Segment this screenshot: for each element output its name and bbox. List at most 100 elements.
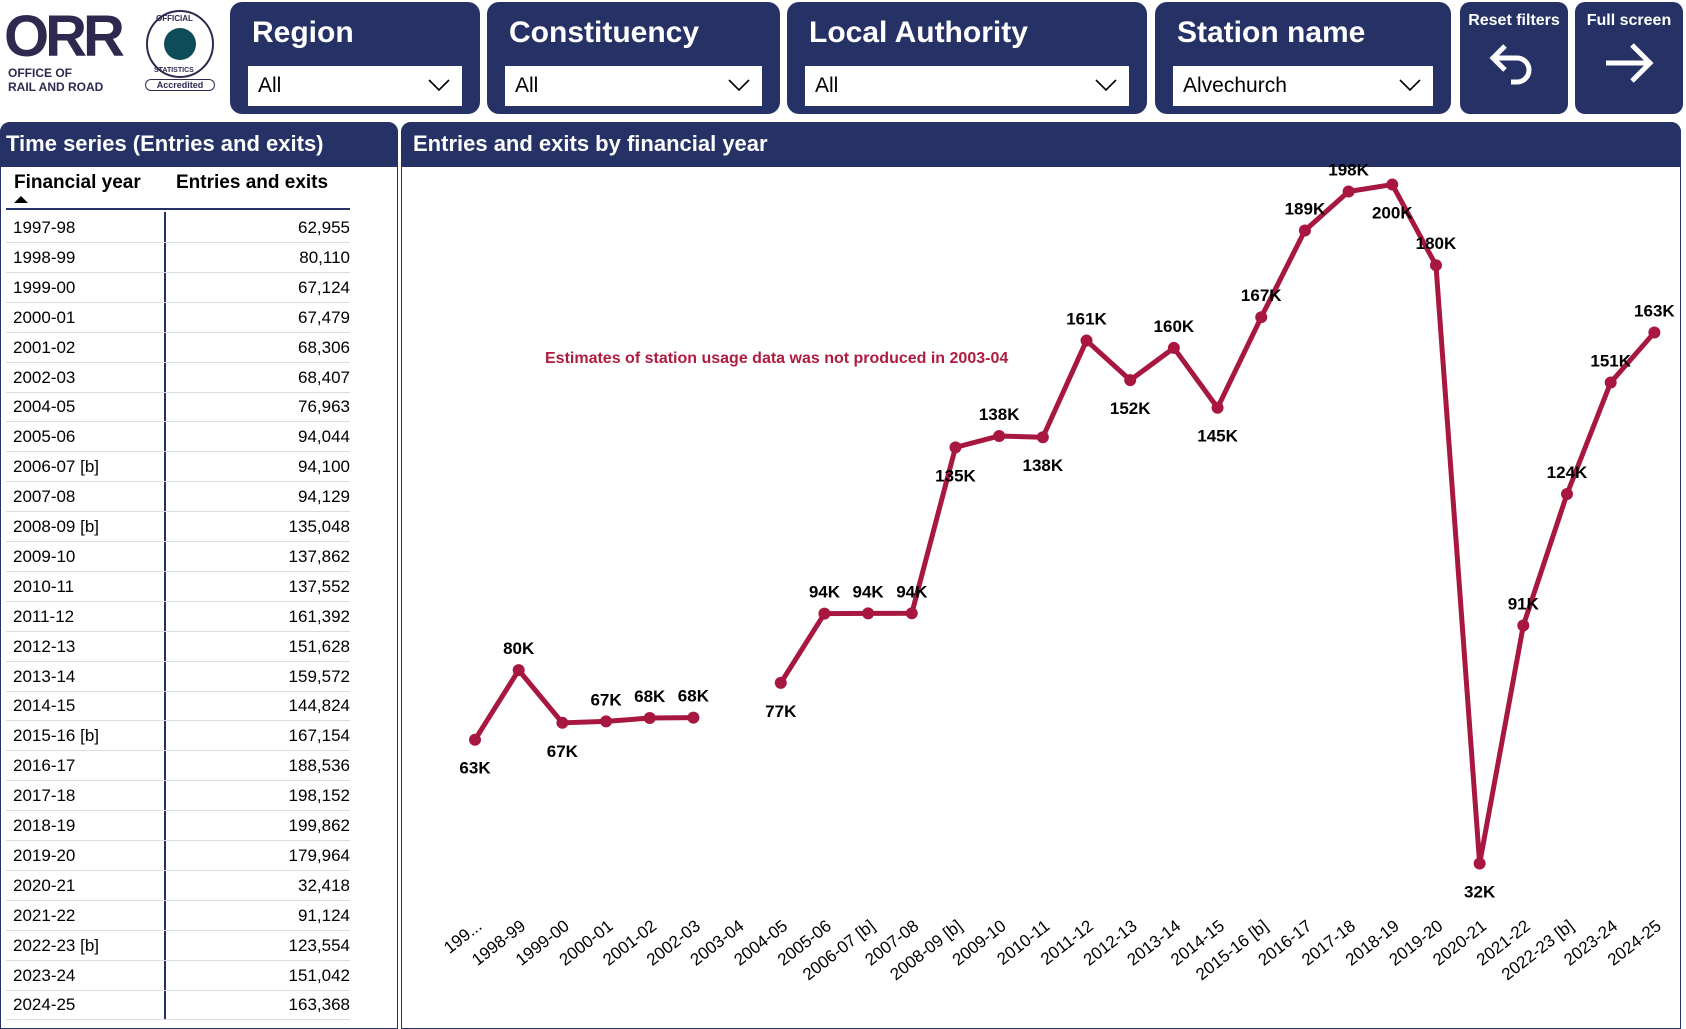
data-label: 135K <box>935 466 976 485</box>
data-point[interactable] <box>774 676 787 689</box>
constituency-slicer: Constituency All <box>487 2 780 114</box>
entries-exits-cell: 199,862 <box>288 816 350 835</box>
data-point[interactable] <box>993 429 1006 442</box>
data-point[interactable] <box>687 711 700 724</box>
data-label: 152K <box>1110 399 1151 418</box>
station-name-dropdown[interactable]: Alvechurch <box>1173 66 1433 106</box>
financial-year-cell: 2010-11 <box>13 576 75 596</box>
data-point[interactable] <box>818 607 831 620</box>
entries-exits-cell: 32,418 <box>298 875 350 895</box>
table-row[interactable]: 2019-20 179,964 <box>6 841 350 871</box>
header-entries-exits[interactable]: Entries and exits <box>176 172 329 193</box>
financial-year-cell: 2019-20 <box>13 845 76 865</box>
table-row[interactable]: 2008-09 [b] 135,048 <box>6 512 350 542</box>
table-row[interactable]: 2000-01 67,479 <box>6 303 350 333</box>
data-point[interactable] <box>1255 311 1268 324</box>
data-point[interactable] <box>469 733 481 746</box>
table-row[interactable]: 2012-13 151,628 <box>6 632 350 662</box>
data-point[interactable] <box>1561 487 1573 500</box>
data-point[interactable] <box>1604 376 1617 389</box>
table-row[interactable]: 2022-23 [b] 123,554 <box>6 931 350 961</box>
orr-org-line2: RAIL AND ROAD <box>8 80 104 94</box>
table-row[interactable]: 2020-21 32,418 <box>6 871 350 901</box>
financial-year-cell: 2018-19 <box>13 816 76 835</box>
financial-year-cell: 2020-21 <box>13 875 76 895</box>
data-point[interactable] <box>1648 326 1661 339</box>
data-point[interactable] <box>949 441 962 454</box>
table-row[interactable]: 2023-24 151,042 <box>6 961 350 991</box>
region-slicer: Region All <box>230 2 480 114</box>
data-point[interactable] <box>556 716 569 729</box>
data-point[interactable] <box>862 607 875 620</box>
series-line <box>778 182 1657 867</box>
reset-filters-button[interactable]: Reset filters <box>1460 2 1568 114</box>
table-row[interactable]: 2017-18 198,152 <box>6 781 350 812</box>
data-point[interactable] <box>512 664 525 677</box>
table-row[interactable]: 1998-99 80,110 <box>6 243 350 273</box>
financial-year-cell: 1999-00 <box>13 277 76 297</box>
header-financial-year[interactable]: Financial year <box>14 172 141 193</box>
data-label: 138K <box>979 405 1020 424</box>
data-label: 94K <box>896 582 928 601</box>
data-point[interactable] <box>1429 259 1442 272</box>
data-point[interactable] <box>600 715 613 728</box>
table-row[interactable]: 1997-98 62,955 <box>6 213 350 243</box>
data-point[interactable] <box>1386 178 1399 191</box>
entries-exits-cell: 144,824 <box>288 696 350 716</box>
table-row[interactable]: 1999-00 67,124 <box>6 273 350 303</box>
table-row[interactable]: 2007-08 94,129 <box>6 482 350 513</box>
financial-year-cell: 2017-18 <box>13 786 76 806</box>
table-row[interactable]: 2002-03 68,407 <box>6 363 350 393</box>
table-row[interactable]: 2015-16 [b] 167,154 <box>6 721 350 752</box>
table-row[interactable]: 2024-25 163,368 <box>6 990 350 1021</box>
data-point[interactable] <box>1473 857 1486 870</box>
data-point[interactable] <box>1036 431 1049 444</box>
table-row[interactable]: 2006-07 [b] 94,100 <box>6 452 350 483</box>
orr-logo-wordmark: ORR <box>4 4 125 69</box>
data-point[interactable] <box>1517 619 1530 632</box>
data-point[interactable] <box>905 607 918 620</box>
arrow-right-icon <box>1606 43 1654 83</box>
financial-year-cell: 2024-25 <box>13 995 76 1015</box>
local-authority-dropdown[interactable]: All <box>805 66 1129 106</box>
table-row[interactable]: 2014-15 144,824 <box>6 691 350 722</box>
financial-year-cell: 2005-06 <box>13 427 76 447</box>
data-label: 160K <box>1154 317 1195 336</box>
financial-year-cell: 2001-02 <box>13 337 76 357</box>
entries-exits-cell: 68,407 <box>298 367 350 387</box>
data-point[interactable] <box>1080 334 1093 347</box>
region-dropdown[interactable]: All <box>248 66 462 106</box>
chevron-down-icon <box>1095 79 1117 92</box>
data-point[interactable] <box>643 712 656 725</box>
financial-year-cell: 2008-09 [b] <box>13 517 100 536</box>
data-point[interactable] <box>1167 341 1180 354</box>
financial-year-cell: 2000-01 <box>13 307 76 327</box>
data-label: 151K <box>1590 352 1631 371</box>
entries-exits-cell: 159,572 <box>288 666 350 686</box>
table-row[interactable]: 2010-11 137,552 <box>6 572 350 602</box>
table-row[interactable]: 2009-10 137,862 <box>6 542 350 572</box>
entries-exits-cell: 91,124 <box>298 905 350 925</box>
table-row[interactable]: 2001-02 68,306 <box>6 333 350 363</box>
full-screen-button[interactable]: Full screen <box>1575 2 1683 114</box>
data-point[interactable] <box>1211 401 1224 414</box>
data-point[interactable] <box>1298 224 1311 237</box>
data-point[interactable] <box>1124 374 1137 387</box>
entries-exits-cell: 151,628 <box>288 636 350 656</box>
chart-annotation: Estimates of station usage data was not … <box>545 350 1009 367</box>
badge-accredited: Accredited <box>145 79 215 91</box>
table-row[interactable]: 2013-14 159,572 <box>6 662 350 692</box>
entries-exits-cell: 137,552 <box>288 576 350 596</box>
table-row[interactable]: 2005-06 94,044 <box>6 422 350 453</box>
table-row[interactable]: 2021-22 91,124 <box>6 901 350 931</box>
data-label: 94K <box>853 582 885 601</box>
table-row[interactable]: 2011-12 161,392 <box>6 602 350 632</box>
data-point[interactable] <box>1342 185 1355 198</box>
data-label: 94K <box>809 583 841 602</box>
table-row[interactable]: 2018-19 199,862 <box>6 811 350 841</box>
constituency-dropdown[interactable]: All <box>505 66 762 106</box>
official-statistics-badge: OFFICIAL STATISTICS Accredited <box>145 10 215 94</box>
financial-year-cell: 2023-24 <box>13 965 76 985</box>
table-row[interactable]: 2004-05 76,963 <box>6 392 350 423</box>
table-row[interactable]: 2016-17 188,536 <box>6 751 350 782</box>
